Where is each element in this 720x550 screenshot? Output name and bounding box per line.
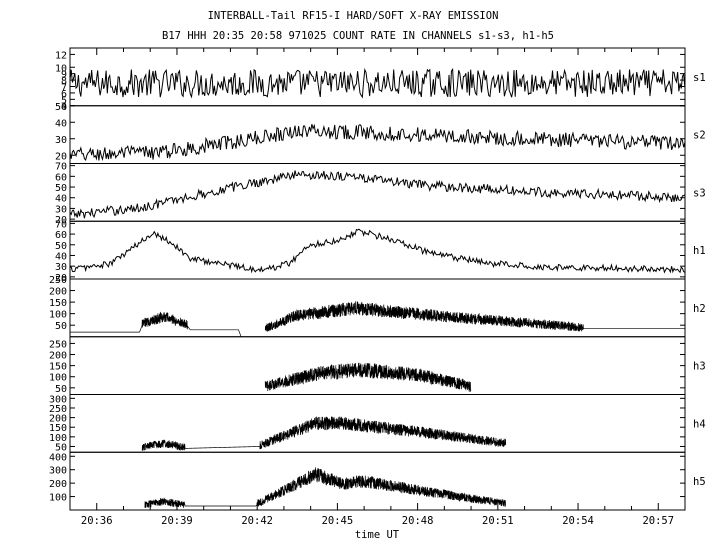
y-tick-label: 8 xyxy=(61,76,67,87)
y-tick-label: 50 xyxy=(55,102,67,113)
y-tick-label: 150 xyxy=(49,298,67,309)
y-tick-label: 30 xyxy=(55,262,67,273)
series-line-h1 xyxy=(69,228,686,274)
panel-frame xyxy=(69,105,686,164)
y-tick-label: 400 xyxy=(49,452,67,463)
y-tick-label: 70 xyxy=(55,162,67,173)
y-tick-label: 200 xyxy=(49,414,67,425)
channel-label: h3 xyxy=(693,361,706,373)
series-line-h5 xyxy=(144,467,507,508)
panel-frame xyxy=(69,451,686,511)
y-tick-label: 100 xyxy=(49,310,67,321)
series-line-h3 xyxy=(264,362,472,392)
x-tick-label: 20:48 xyxy=(402,515,434,527)
y-tick-label: 200 xyxy=(49,479,67,490)
channel-label: h4 xyxy=(693,418,706,430)
x-tick-label: 20:45 xyxy=(322,515,354,527)
y-tick-label: 250 xyxy=(49,339,67,350)
y-tick-label: 60 xyxy=(55,230,67,241)
channel-label: s2 xyxy=(693,130,706,142)
y-tick-label: 40 xyxy=(55,194,67,205)
x-tick-label: 20:39 xyxy=(161,515,193,527)
x-tick-label: 20:51 xyxy=(482,515,514,527)
y-tick-label: 200 xyxy=(49,351,67,362)
y-tick-label: 9 xyxy=(61,70,67,81)
chart-subtitle: B17 HHH 20:35 20:58 971025 COUNT RATE IN… xyxy=(162,30,554,42)
panel-frame xyxy=(69,163,686,222)
series-line-h2 xyxy=(70,301,685,337)
y-tick-label: 250 xyxy=(49,275,67,286)
channel-label: h5 xyxy=(693,476,706,488)
y-tick-label: 200 xyxy=(49,287,67,298)
panel-frame xyxy=(69,220,686,280)
panel-frame xyxy=(69,336,686,395)
series-line-s3 xyxy=(69,170,686,219)
y-tick-label: 20 xyxy=(55,151,67,162)
y-tick-label: 150 xyxy=(49,423,67,434)
y-tick-label: 100 xyxy=(49,373,67,384)
channel-label: s3 xyxy=(693,187,706,199)
y-tick-label: 50 xyxy=(55,442,67,453)
y-tick-label: 50 xyxy=(55,241,67,252)
y-tick-label: 5 xyxy=(61,95,67,106)
y-tick-label: 4 xyxy=(61,102,67,113)
y-tick-label: 20 xyxy=(55,273,67,284)
y-tick-label: 300 xyxy=(49,466,67,477)
y-tick-label: 30 xyxy=(55,135,67,146)
channel-label: s1 xyxy=(693,72,706,84)
channel-label: h2 xyxy=(693,303,706,315)
y-tick-label: 60 xyxy=(55,172,67,183)
y-tick-label: 40 xyxy=(55,118,67,129)
y-tick-label: 300 xyxy=(49,394,67,405)
y-tick-label: 250 xyxy=(49,404,67,415)
series-line-h4 xyxy=(141,416,507,451)
y-tick-label: 50 xyxy=(55,384,67,395)
panel-stack: 4567891012s120304050s2203040506070s32030… xyxy=(49,47,706,511)
y-tick-label: 100 xyxy=(49,433,67,444)
x-tick-label: 20:36 xyxy=(81,515,113,527)
x-axis-label: time UT xyxy=(355,529,400,541)
panel-h5: 100 200 300 400 h5 xyxy=(49,451,706,511)
x-tick-label: 20:42 xyxy=(241,515,273,527)
series-line-s1 xyxy=(69,67,686,99)
y-tick-label: 12 xyxy=(55,50,67,61)
y-tick-label: 7 xyxy=(61,83,67,94)
y-tick-label: 20 xyxy=(55,215,67,226)
series-line-s2 xyxy=(69,123,686,162)
x-tick-label: 20:57 xyxy=(642,515,674,527)
x-axis: 20:36 20:39 20:42 20:45 20:48 20:51 20:54 20:57 xyxy=(69,48,686,527)
y-tick-label: 150 xyxy=(49,362,67,373)
chart-title: INTERBALL-Tail RF15-I HARD/SOFT X-RAY EM… xyxy=(208,10,499,22)
y-tick-label: 40 xyxy=(55,251,67,262)
y-tick-label: 10 xyxy=(55,63,67,74)
channel-label: h1 xyxy=(693,245,706,257)
y-tick-label: 30 xyxy=(55,204,67,215)
y-tick-label: 6 xyxy=(61,89,67,100)
y-tick-label: 50 xyxy=(55,183,67,194)
y-tick-label: 100 xyxy=(49,493,67,504)
panel-s2: 20 30 40 50 s2 xyxy=(55,102,706,164)
x-tick-label: 20:54 xyxy=(562,515,594,527)
y-tick-label: 70 xyxy=(55,219,67,230)
y-tick-label: 50 xyxy=(55,321,67,332)
